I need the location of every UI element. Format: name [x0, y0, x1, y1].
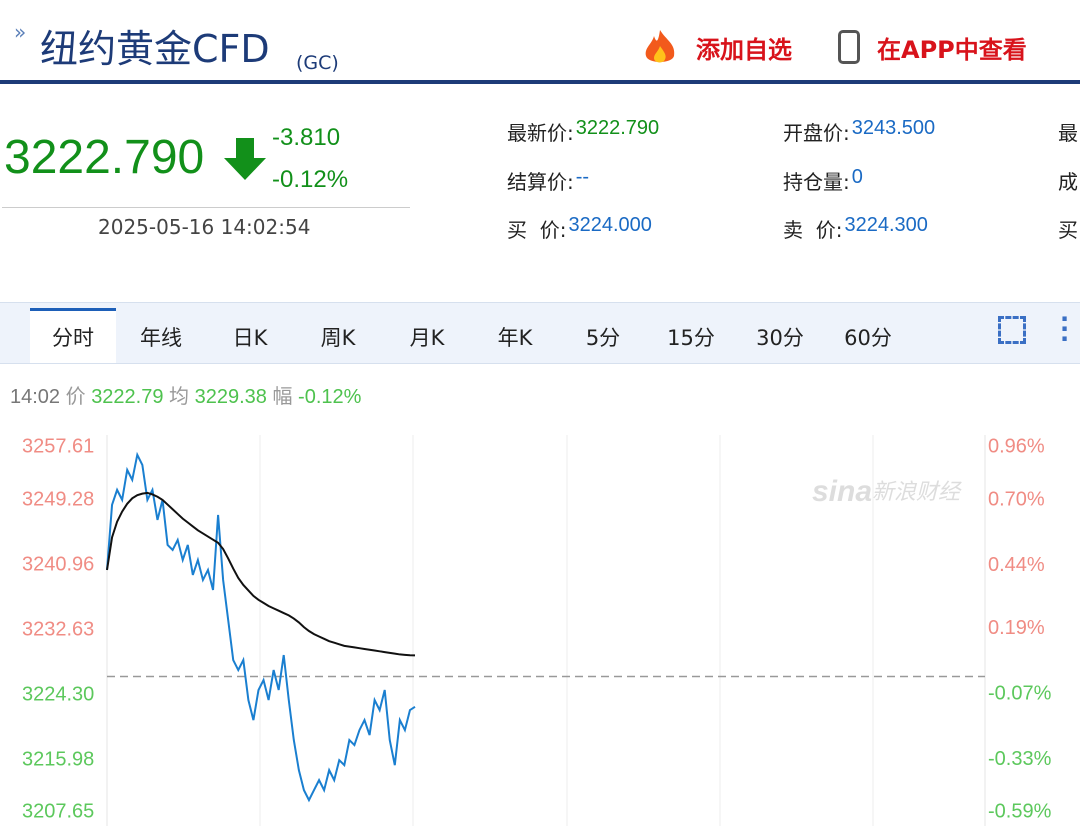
- field-value: 3243.500: [851, 117, 936, 139]
- title-icon: »: [14, 20, 27, 44]
- field-label: 最新价:: [507, 121, 574, 145]
- y-tick-label: 3207.65: [22, 800, 94, 822]
- divider: [2, 207, 410, 208]
- y2-tick-label: -0.33%: [988, 748, 1052, 770]
- tab[interactable]: 15分: [667, 326, 715, 350]
- change-pct: -0.12%: [272, 166, 349, 193]
- change: -3.810: [272, 124, 341, 151]
- header-rule: [0, 80, 1080, 84]
- tab-bar: [0, 302, 1080, 364]
- y-tick-label: 3249.28: [22, 488, 94, 510]
- info-avg-label: 均: [169, 386, 190, 408]
- y2-tick-label: -0.07%: [988, 682, 1052, 704]
- fullscreen-icon[interactable]: [998, 316, 1026, 344]
- info-price-label: 价: [65, 386, 86, 408]
- quote-time: 2025-05-16 14:02:54: [98, 215, 311, 239]
- field-value: 3224.000: [568, 214, 652, 236]
- y2-tick-label: -0.59%: [988, 800, 1052, 822]
- tab[interactable]: 年线: [140, 326, 182, 350]
- info-range-label: 幅: [272, 386, 293, 408]
- y2-tick-label: 0.96%: [988, 435, 1045, 457]
- field-label: 最: [1058, 121, 1078, 145]
- active-tab: [30, 308, 116, 363]
- tab[interactable]: 日K: [232, 326, 268, 350]
- phone-icon: [838, 30, 860, 64]
- field-value: --: [575, 166, 590, 188]
- average-line: [106, 491, 416, 657]
- price-line: [106, 451, 416, 803]
- down-arrow: [222, 136, 268, 186]
- watermark: sina: [812, 475, 872, 508]
- field-label: 开盘价:: [783, 121, 850, 145]
- tab[interactable]: 30分: [756, 326, 804, 350]
- tab[interactable]: 月K: [409, 326, 445, 350]
- title: 纽约黄金CFD: [40, 27, 270, 71]
- y2-tick-label: 0.19%: [988, 617, 1045, 639]
- tab[interactable]: 周K: [320, 326, 356, 350]
- price: 3222.790: [4, 131, 205, 184]
- info-time: 14:02: [10, 386, 61, 408]
- y-tick-label: 3224.30: [22, 683, 94, 705]
- y-tick-label: 3232.63: [22, 618, 94, 640]
- field-value: 3224.300: [844, 214, 928, 236]
- y-tick-label: 3257.61: [22, 435, 94, 457]
- field-label: 卖 价:: [783, 218, 843, 242]
- field-label: 持仓量:: [783, 170, 850, 194]
- code: (GC): [296, 52, 339, 74]
- add-watch[interactable]: 添加自选: [696, 36, 792, 64]
- fire-icon: [640, 28, 680, 64]
- field-label: 成: [1058, 170, 1078, 194]
- info-avg: 3229.38: [194, 386, 267, 408]
- field-label: 买 价:: [507, 218, 567, 242]
- field-label: 买: [1058, 218, 1078, 242]
- tab[interactable]: 年K: [497, 326, 533, 350]
- field-value: 3222.790: [575, 117, 660, 139]
- info-price: 3222.79: [91, 386, 164, 408]
- y2-tick-label: 0.44%: [988, 554, 1045, 576]
- y2-tick-label: 0.70%: [988, 489, 1045, 511]
- tab[interactable]: 5分: [585, 326, 621, 350]
- field-label: 结算价:: [507, 170, 574, 194]
- y-tick-label: 3215.98: [22, 748, 94, 770]
- open-app[interactable]: 在APP中查看: [877, 36, 1027, 64]
- field-value: 0: [851, 166, 863, 188]
- watermark: 新浪财经: [872, 479, 962, 504]
- tab[interactable]: 分时: [52, 326, 94, 350]
- tab[interactable]: 60分: [844, 326, 892, 350]
- info-range: -0.12%: [298, 386, 362, 408]
- y-tick-label: 3240.96: [22, 553, 94, 575]
- menu-icon[interactable]: · · ·: [1060, 305, 1070, 353]
- info-line: 14:02 价 3222.79 均 3229.38 幅 -0.12%: [10, 380, 361, 409]
